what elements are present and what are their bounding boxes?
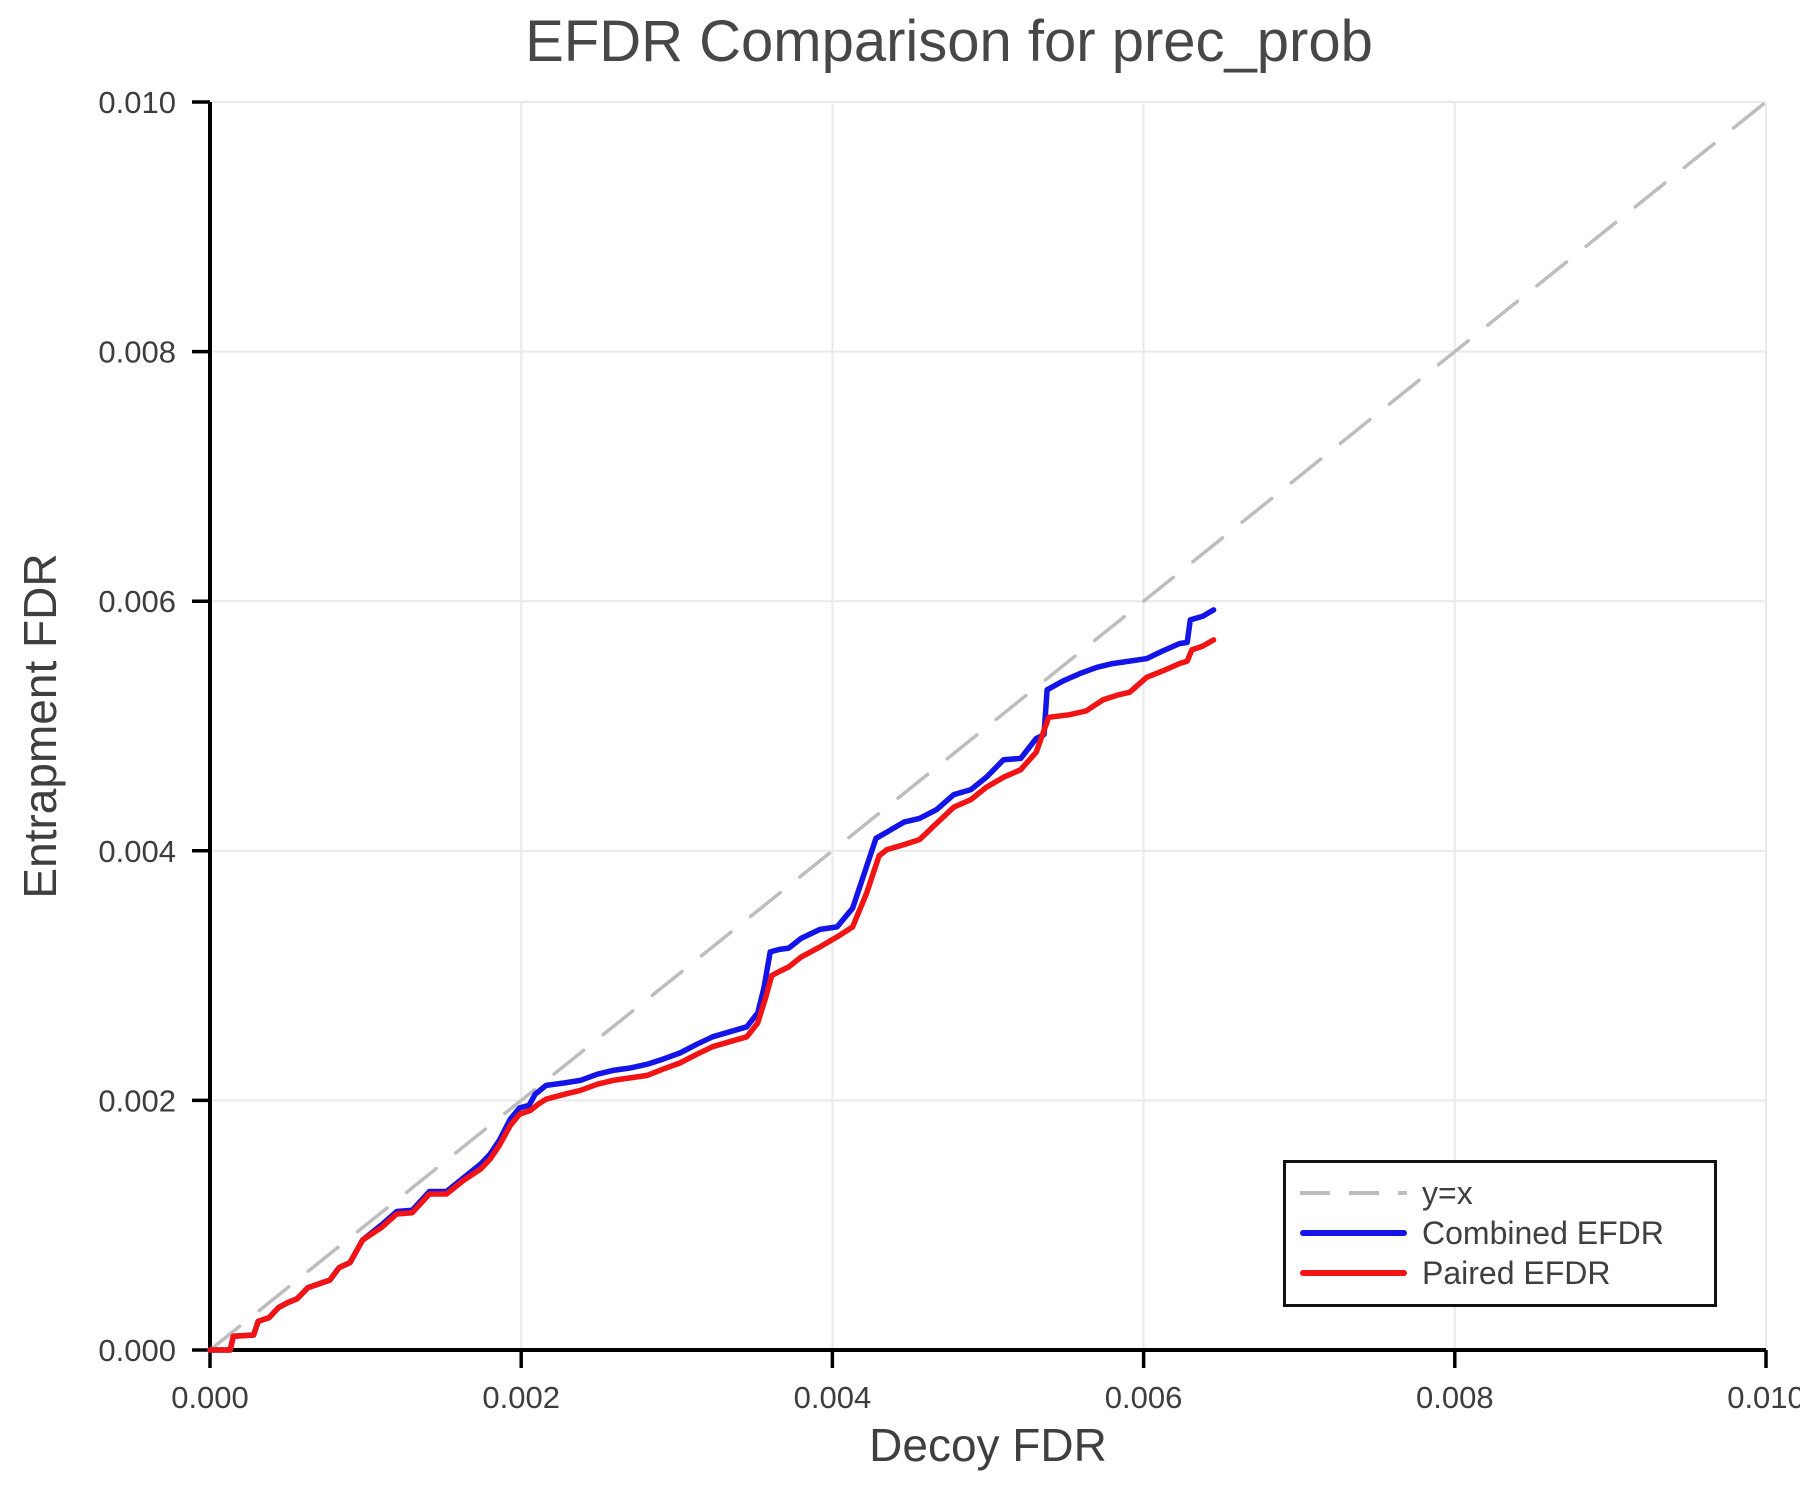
diagonal-line-swatch [1300,1191,1407,1195]
x-tick-label: 0.006 [1105,1380,1183,1415]
series-line-y-x [208,100,1768,1352]
x-tick-label: 0.004 [794,1380,872,1415]
legend-entry-paired: Paired EFDR [1300,1255,1611,1291]
chart-title: EFDR Comparison for prec_prob [525,9,1373,74]
paired-line-swatch [1300,1270,1407,1276]
legend-label-paired: Paired EFDR [1422,1255,1611,1291]
x-tick-label: 0.002 [482,1380,560,1415]
x-tick-label: 0.010 [1727,1380,1800,1415]
y-tick-label: 0.000 [98,1333,176,1368]
combined-line-swatch [1300,1230,1407,1236]
legend: y=x Combined EFDR Paired EFDR [1283,1160,1717,1307]
y-tick-label: 0.002 [98,1083,176,1118]
y-tick-label: 0.006 [98,584,176,619]
y-tick-label: 0.010 [98,85,176,120]
legend-entry-combined: Combined EFDR [1300,1215,1664,1251]
y-tick-label: 0.004 [98,834,176,869]
x-tick-label: 0.000 [171,1380,249,1415]
legend-entry-diagonal: y=x [1300,1175,1473,1211]
x-axis-label: Decoy FDR [869,1419,1107,1471]
legend-label-diagonal: y=x [1422,1175,1473,1211]
y-axis-label: Entrapment FDR [14,553,66,899]
series-line-paired-efdr [207,637,1217,1353]
legend-label-combined: Combined EFDR [1422,1215,1664,1251]
x-tick-label: 0.008 [1416,1380,1494,1415]
y-tick-label: 0.008 [98,335,176,370]
